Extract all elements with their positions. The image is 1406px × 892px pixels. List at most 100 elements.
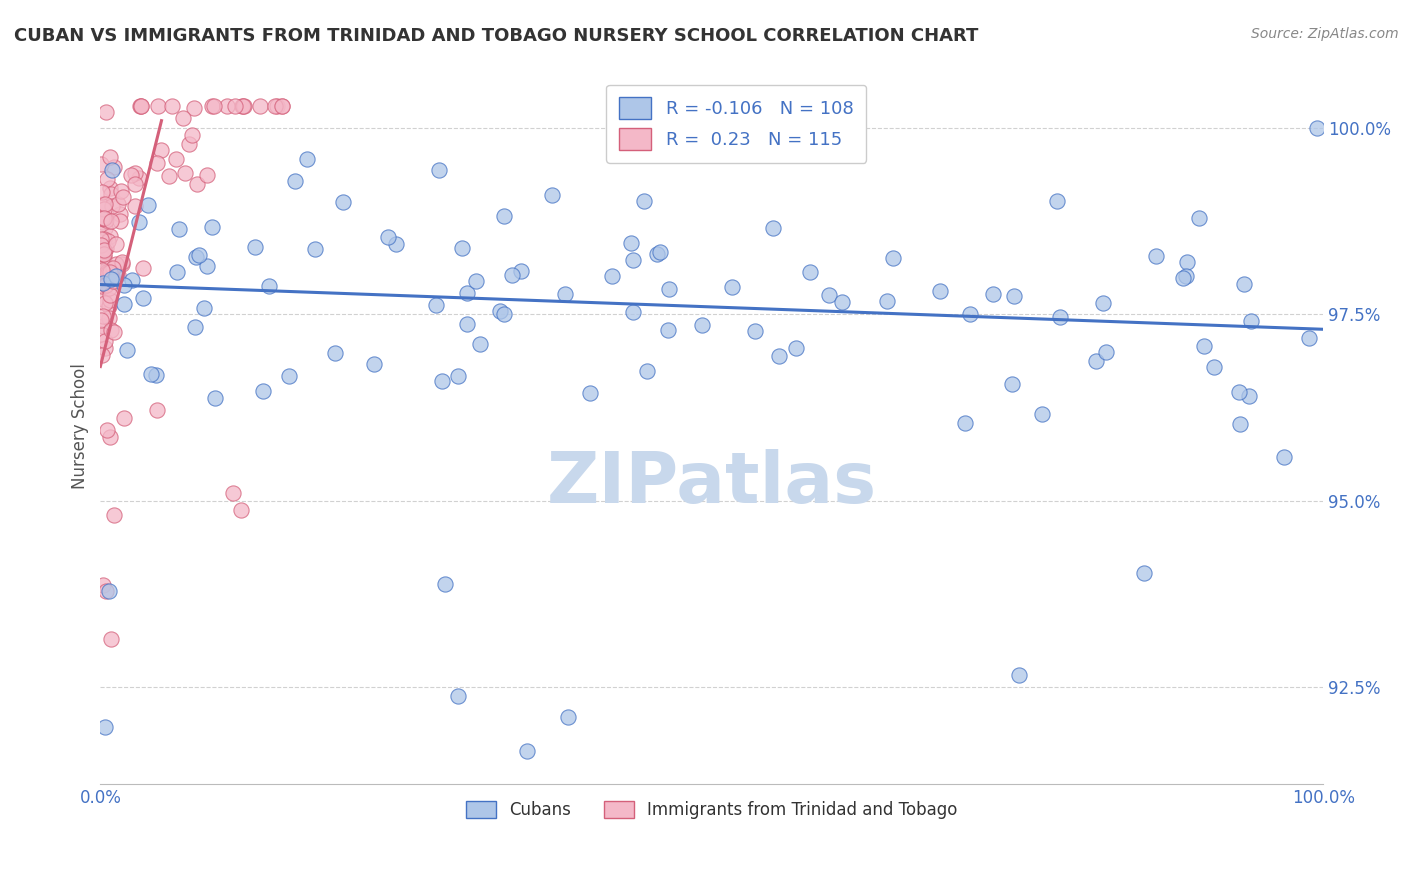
Point xyxy=(1092,296,1115,310)
Point xyxy=(96,171,118,186)
Point xyxy=(100,271,122,285)
Point xyxy=(188,248,211,262)
Point xyxy=(181,128,204,143)
Point xyxy=(112,190,135,204)
Point xyxy=(183,102,205,116)
Point xyxy=(146,403,169,417)
Point xyxy=(91,348,114,362)
Point xyxy=(1002,289,1025,303)
Point xyxy=(146,156,169,170)
Point xyxy=(470,337,492,351)
Point xyxy=(1188,211,1211,226)
Point xyxy=(785,341,807,355)
Point xyxy=(107,196,129,211)
Point xyxy=(105,268,128,283)
Point xyxy=(94,334,117,348)
Point xyxy=(647,246,669,260)
Point xyxy=(128,171,150,186)
Point xyxy=(114,411,136,425)
Point xyxy=(799,265,821,279)
Point xyxy=(981,286,1004,301)
Point xyxy=(648,245,671,260)
Point xyxy=(959,307,981,321)
Point xyxy=(90,268,112,283)
Point xyxy=(1272,450,1295,465)
Point xyxy=(385,237,408,252)
Point xyxy=(540,188,562,202)
Point xyxy=(1008,668,1031,682)
Point xyxy=(94,277,117,292)
Point xyxy=(193,301,215,315)
Point xyxy=(1175,255,1198,269)
Point xyxy=(768,350,790,364)
Point xyxy=(96,267,118,281)
Point xyxy=(160,99,183,113)
Point xyxy=(232,99,254,113)
Point xyxy=(492,307,515,321)
Point xyxy=(139,367,162,381)
Point xyxy=(157,169,180,183)
Point xyxy=(730,128,752,142)
Point xyxy=(124,199,146,213)
Point xyxy=(621,253,644,268)
Point xyxy=(90,238,112,252)
Point xyxy=(112,297,135,311)
Point xyxy=(93,318,115,333)
Point xyxy=(98,287,121,301)
Point xyxy=(120,168,142,182)
Point xyxy=(111,255,134,269)
Point xyxy=(363,357,385,371)
Point xyxy=(93,244,115,259)
Point xyxy=(304,242,326,256)
Point xyxy=(451,241,474,255)
Point xyxy=(501,268,523,283)
Point xyxy=(215,99,238,113)
Point xyxy=(100,430,122,444)
Point xyxy=(429,162,451,177)
Point xyxy=(107,268,129,282)
Point xyxy=(97,260,120,274)
Point xyxy=(131,99,153,113)
Point xyxy=(103,326,125,340)
Point xyxy=(186,177,208,191)
Point xyxy=(91,211,114,225)
Point xyxy=(456,285,478,300)
Point xyxy=(94,105,117,120)
Point xyxy=(110,184,132,198)
Point xyxy=(195,260,218,274)
Point xyxy=(128,215,150,229)
Point xyxy=(425,298,447,312)
Point xyxy=(97,584,120,599)
Point xyxy=(114,277,136,292)
Point xyxy=(132,261,155,276)
Point xyxy=(91,276,114,290)
Point xyxy=(231,99,253,113)
Point xyxy=(184,319,207,334)
Point xyxy=(1233,277,1256,291)
Point xyxy=(145,368,167,382)
Point xyxy=(104,257,127,271)
Point xyxy=(124,166,146,180)
Point xyxy=(90,248,112,262)
Point xyxy=(200,99,222,113)
Point xyxy=(266,99,288,113)
Point xyxy=(172,111,194,125)
Point xyxy=(720,279,742,293)
Point xyxy=(1132,566,1154,581)
Point xyxy=(433,576,456,591)
Point xyxy=(249,99,271,113)
Point xyxy=(284,174,307,188)
Point xyxy=(1171,271,1194,285)
Point xyxy=(658,282,681,296)
Point xyxy=(94,720,117,734)
Point xyxy=(252,384,274,398)
Point xyxy=(121,273,143,287)
Point xyxy=(1240,314,1263,328)
Point xyxy=(101,162,124,177)
Point xyxy=(93,202,115,217)
Legend: Cubans, Immigrants from Trinidad and Tobago: Cubans, Immigrants from Trinidad and Tob… xyxy=(458,794,965,825)
Point xyxy=(173,165,195,179)
Point xyxy=(90,157,112,171)
Point xyxy=(93,211,115,226)
Point xyxy=(91,292,114,306)
